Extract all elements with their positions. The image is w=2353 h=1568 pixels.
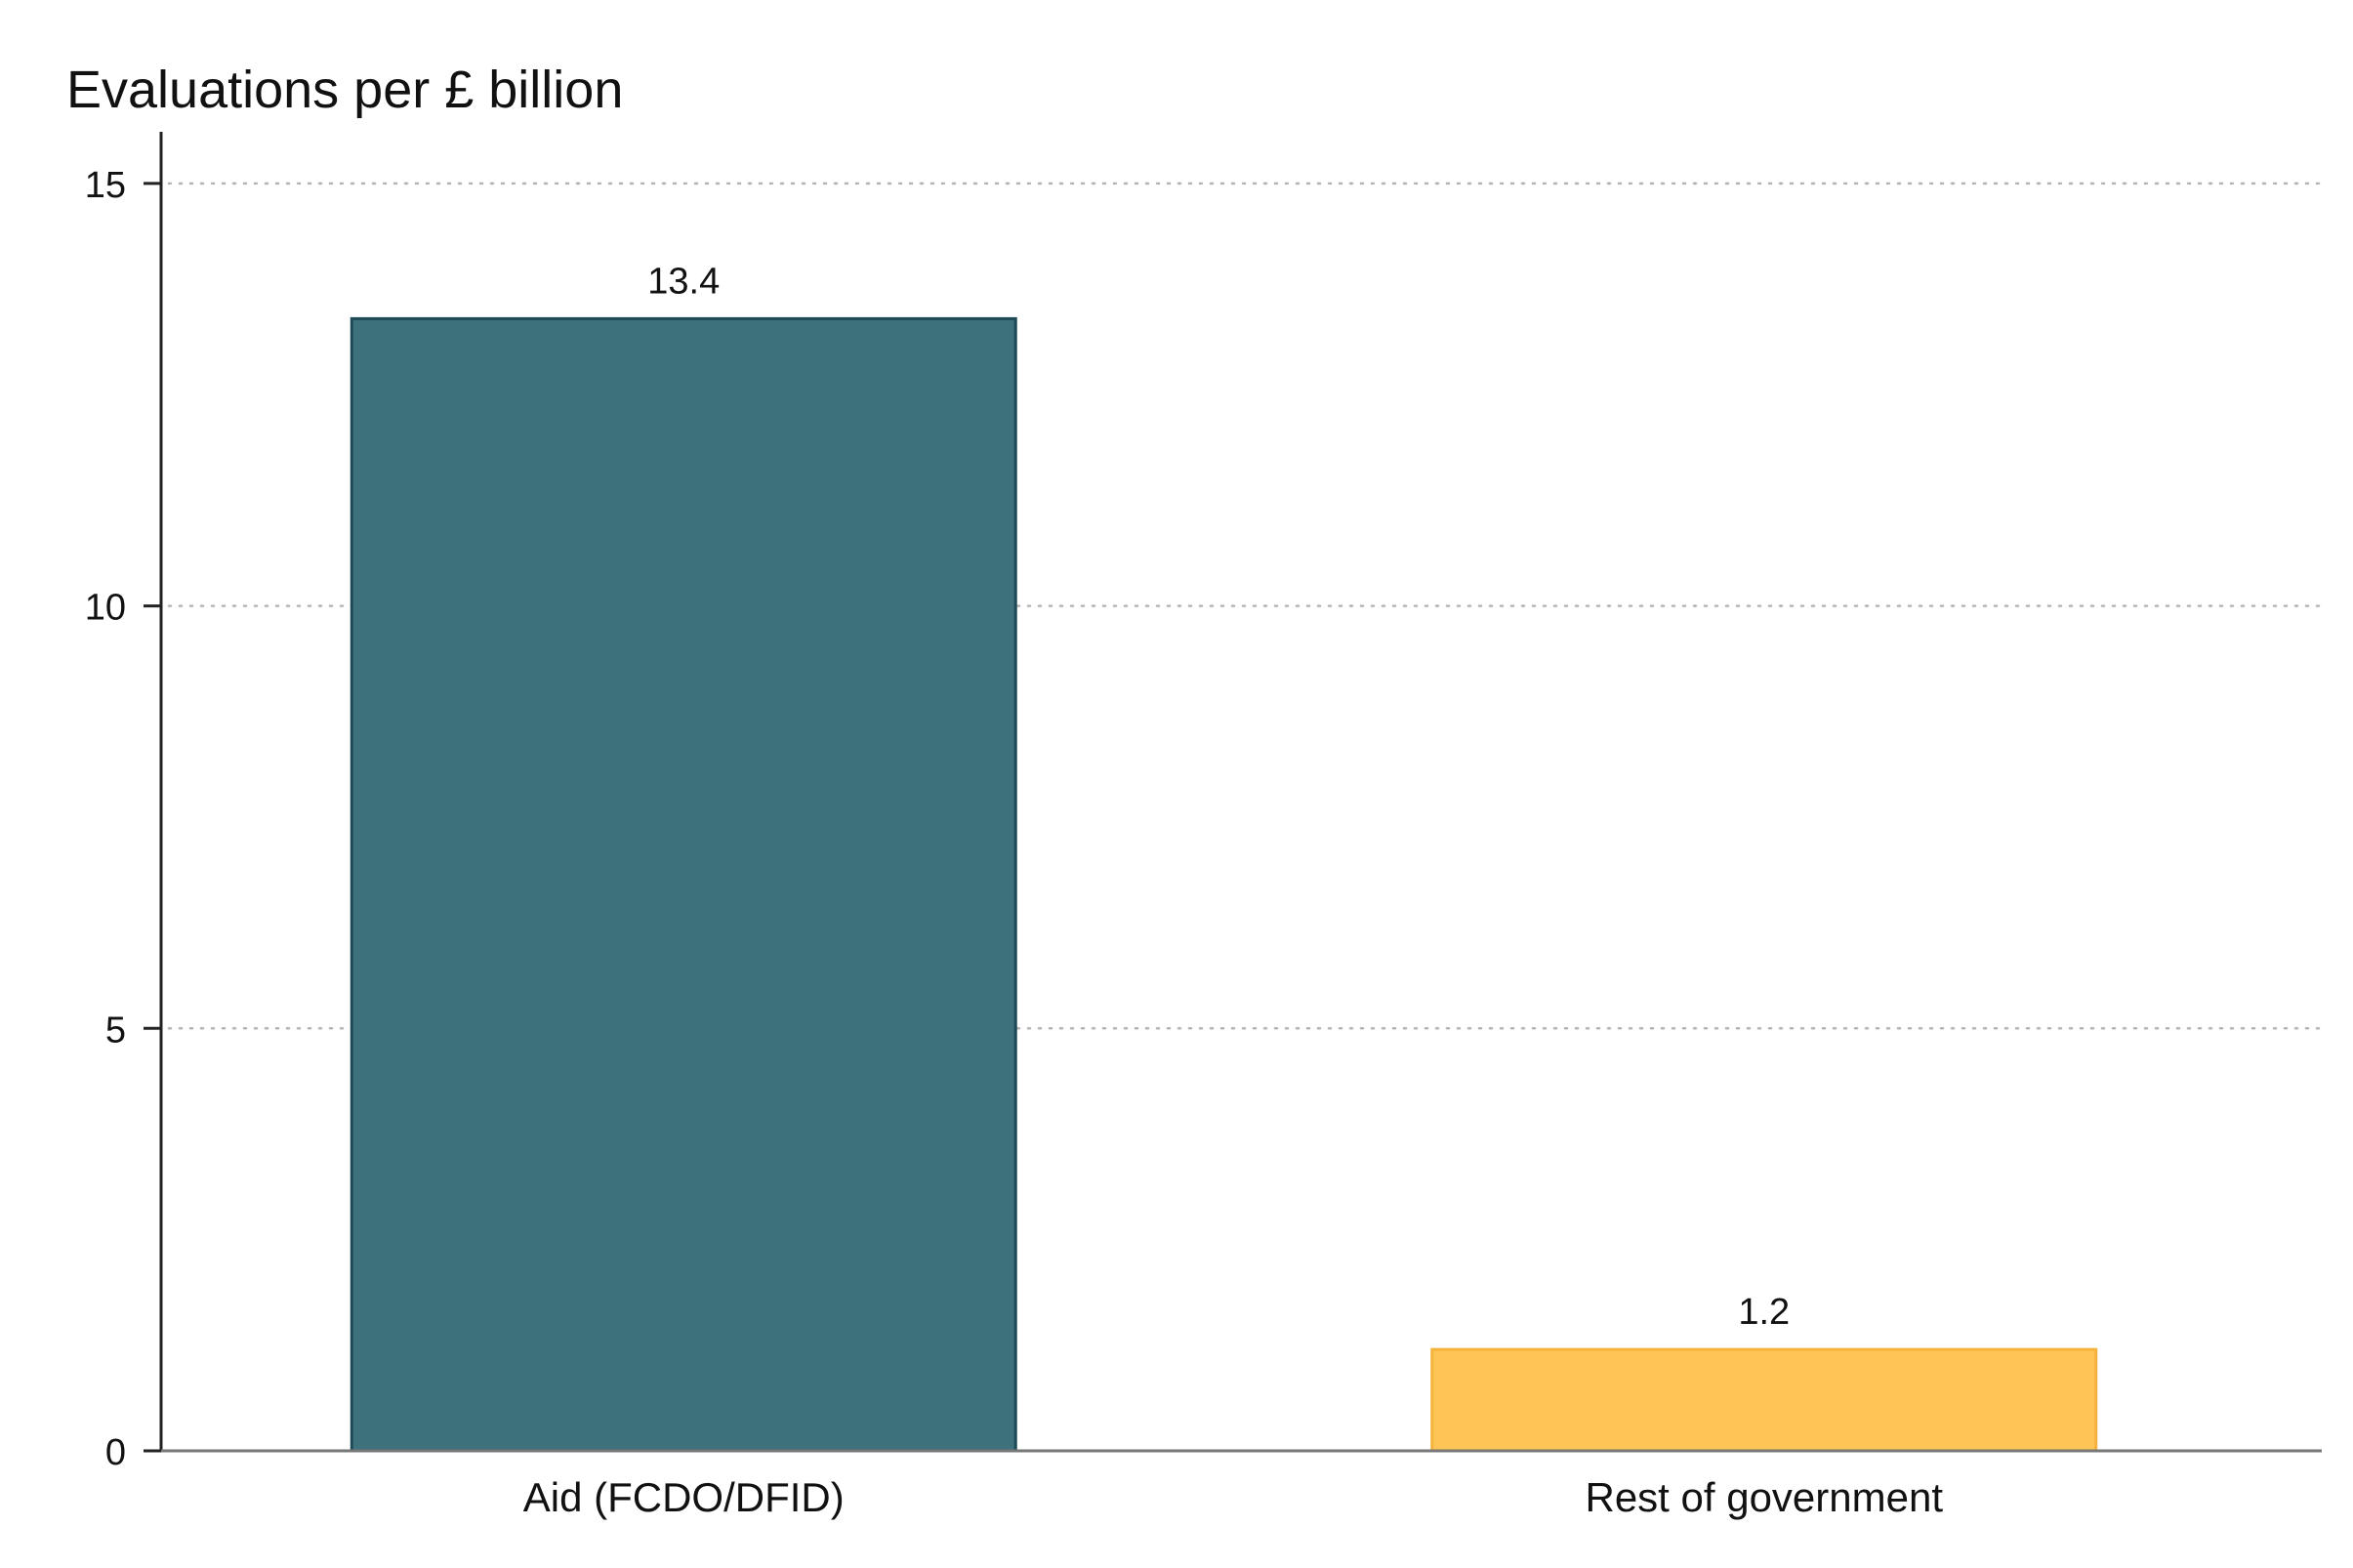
- bars: [350, 316, 2098, 1453]
- bar-value-label: 13.4: [647, 261, 720, 302]
- y-tick-label: 0: [105, 1432, 126, 1473]
- gridlines: [167, 182, 2324, 1030]
- y-tick-label: 10: [85, 588, 126, 629]
- y-ticks: 0 5 10 15: [85, 165, 161, 1473]
- bar-aid: [350, 316, 1017, 1453]
- labels: 13.4 Aid (FCDO/DFID) 1.2 Rest of government: [523, 261, 1944, 1520]
- y-axis-label: Evaluations per £ billion: [66, 61, 623, 119]
- bar-value-label: 1.2: [1738, 1292, 1790, 1333]
- y-tick-label: 15: [85, 165, 126, 206]
- bar-rest-of-government: [1430, 1347, 2098, 1453]
- y-tick-label: 5: [105, 1010, 126, 1051]
- axes: [159, 132, 2322, 1453]
- x-category-label: Rest of government: [1585, 1474, 1943, 1520]
- x-category-label: Aid (FCDO/DFID): [523, 1474, 845, 1520]
